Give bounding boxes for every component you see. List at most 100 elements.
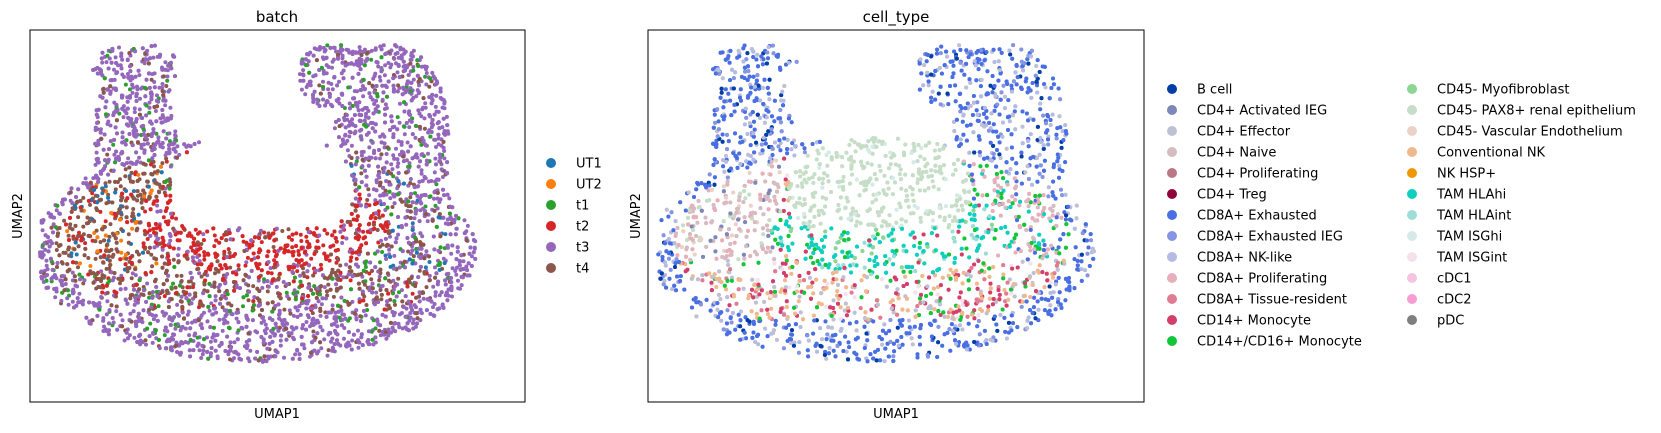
data-point <box>345 219 350 224</box>
data-point <box>376 172 381 176</box>
data-point <box>378 333 383 338</box>
data-point <box>146 132 151 137</box>
data-point <box>152 245 157 250</box>
data-point <box>76 234 81 238</box>
data-point <box>394 236 399 241</box>
data-point <box>342 336 346 341</box>
data-point <box>123 252 128 257</box>
data-point <box>114 309 119 314</box>
data-point <box>160 65 164 70</box>
data-point <box>442 149 447 153</box>
data-point <box>226 228 231 232</box>
data-point <box>180 310 185 315</box>
data-point <box>339 323 344 328</box>
data-point <box>340 235 345 240</box>
data-point <box>172 265 177 269</box>
data-point <box>312 284 317 289</box>
data-point <box>103 219 108 224</box>
data-point <box>315 286 320 291</box>
data-point <box>384 51 389 56</box>
data-point <box>380 250 385 254</box>
data-point <box>128 64 132 69</box>
data-point <box>225 272 230 276</box>
data-point <box>87 300 92 305</box>
data-point <box>168 198 173 203</box>
data-point <box>332 126 337 131</box>
data-point <box>383 102 388 107</box>
data-point <box>226 301 231 306</box>
data-point <box>231 280 236 284</box>
data-point <box>163 60 168 65</box>
data-point <box>309 321 314 326</box>
data-point <box>286 264 291 269</box>
data-point <box>94 175 99 180</box>
data-point <box>96 179 101 184</box>
data-point <box>356 199 361 204</box>
data-point <box>235 337 240 342</box>
data-point <box>312 46 317 51</box>
data-point <box>99 71 104 76</box>
data-point <box>226 247 231 252</box>
data-point <box>228 265 233 270</box>
data-point <box>342 298 347 303</box>
data-point <box>151 227 156 231</box>
data-point <box>82 253 87 258</box>
data-point <box>340 317 345 322</box>
data-point <box>325 254 330 259</box>
data-point <box>139 115 144 120</box>
data-point <box>353 182 358 187</box>
data-point <box>81 281 86 286</box>
data-point <box>391 291 395 296</box>
data-point <box>214 238 219 243</box>
data-point <box>197 271 202 276</box>
data-point <box>391 153 396 158</box>
data-point <box>373 335 378 340</box>
data-point <box>134 282 139 287</box>
data-point <box>397 265 402 270</box>
data-point <box>323 48 328 53</box>
data-point <box>205 349 210 354</box>
data-point <box>459 253 464 258</box>
data-point <box>310 93 315 97</box>
data-point <box>247 242 252 247</box>
data-point <box>160 265 165 270</box>
data-point <box>126 336 130 341</box>
data-point <box>350 250 355 255</box>
data-point <box>306 285 311 290</box>
data-point <box>297 357 302 361</box>
data-point <box>373 216 378 221</box>
data-point <box>240 326 245 331</box>
data-point <box>389 114 394 119</box>
data-point <box>372 74 377 78</box>
data-point <box>437 260 442 265</box>
data-point <box>94 272 99 277</box>
data-point <box>397 120 402 125</box>
data-point <box>403 215 408 220</box>
data-point <box>381 202 386 206</box>
data-point <box>77 230 81 235</box>
data-point <box>190 248 195 253</box>
data-point <box>395 157 400 162</box>
data-point <box>95 208 100 213</box>
data-point <box>69 251 74 256</box>
data-point <box>341 68 346 73</box>
data-point <box>304 85 309 89</box>
data-point <box>373 202 378 207</box>
data-point <box>209 301 214 306</box>
data-point <box>132 106 137 111</box>
data-point <box>168 164 173 169</box>
data-point <box>359 171 364 176</box>
data-point <box>405 208 410 213</box>
data-point <box>188 144 193 149</box>
data-point <box>294 244 299 248</box>
data-point <box>149 252 154 257</box>
data-point <box>421 296 426 301</box>
data-point <box>348 106 352 111</box>
data-point <box>306 245 310 250</box>
data-point <box>125 301 130 306</box>
data-point <box>185 285 190 290</box>
data-point <box>309 256 314 261</box>
data-point <box>127 165 132 170</box>
data-point <box>164 84 169 88</box>
data-point <box>338 270 343 275</box>
